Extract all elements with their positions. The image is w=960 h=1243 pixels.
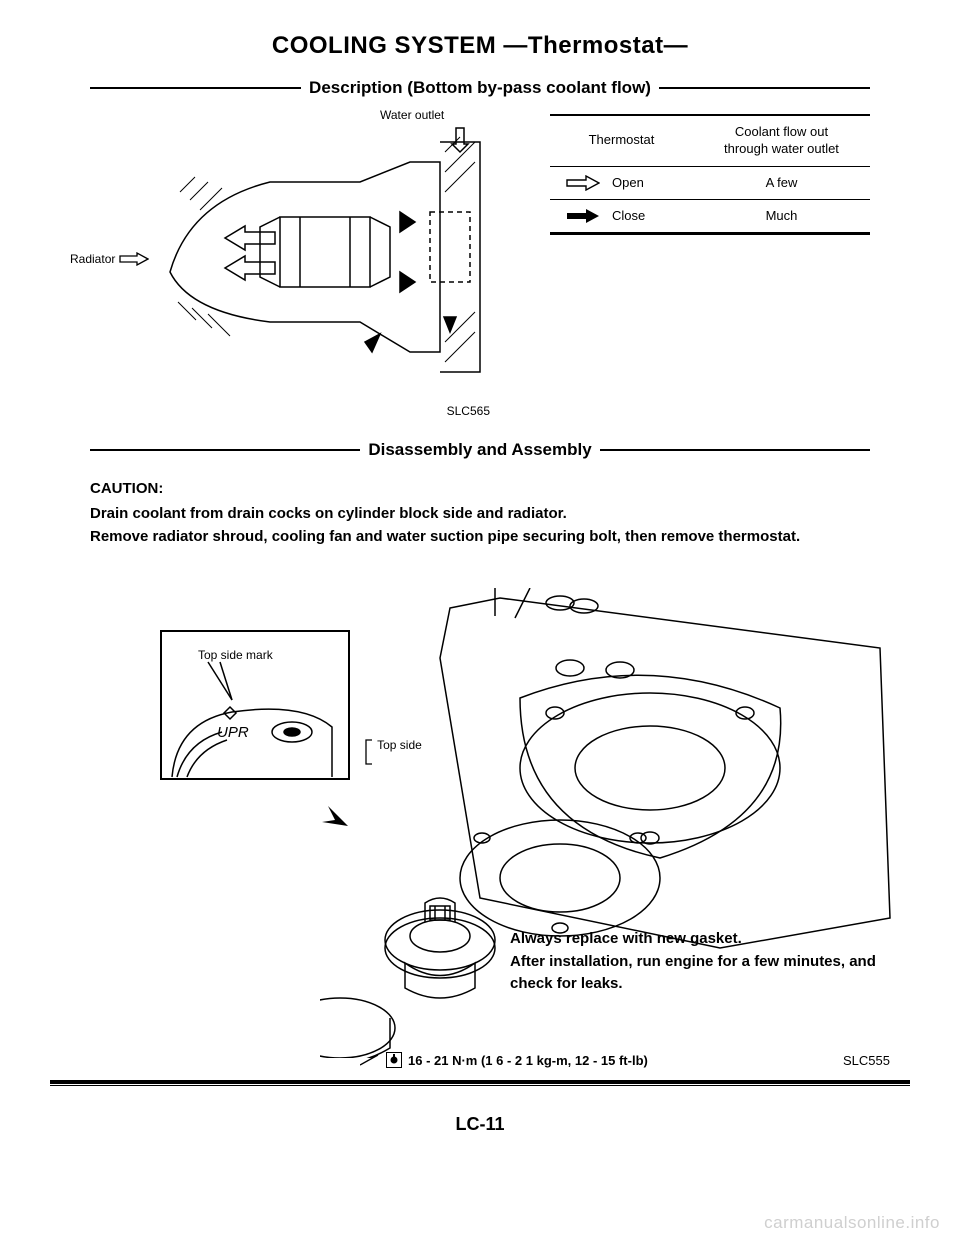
close-label: Close — [612, 208, 645, 223]
caution-title: CAUTION: — [90, 480, 870, 497]
section2-header-row: Disassembly and Assembly — [90, 440, 870, 460]
caution-line1: Drain coolant from drain cocks on cylind… — [90, 503, 870, 526]
watermark: carmanualsonline.info — [764, 1213, 940, 1233]
section1-header-row: Description (Bottom by-pass coolant flow… — [90, 78, 870, 98]
gasket-line1: Always replace with new gasket. — [510, 928, 910, 951]
rule-left-2 — [90, 449, 360, 451]
bottom-rule — [50, 1080, 910, 1086]
thermostat-schematic-icon — [130, 122, 500, 402]
leader-line-icon — [360, 1053, 380, 1067]
caution-block: CAUTION: Drain coolant from drain cocks … — [90, 480, 870, 548]
row-close: Close — [550, 199, 693, 233]
torque-spec: 16 - 21 N·m (1 6 - 2 1 kg-m, 12 - 15 ft-… — [360, 1052, 648, 1068]
row-open: Open — [550, 166, 693, 199]
open-label: Open — [612, 175, 644, 190]
page-number: LC-11 — [0, 1114, 960, 1135]
water-outlet-label: Water outlet — [380, 108, 444, 122]
gasket-line2: After installation, run engine for a few… — [510, 951, 910, 996]
section2-header: Disassembly and Assembly — [360, 440, 599, 460]
close-flow: Much — [693, 199, 870, 233]
thermostat-flow-diagram: Water outlet Radiator SLC565 — [70, 108, 510, 418]
gasket-note: Always replace with new gasket. After in… — [510, 928, 910, 996]
rule-right — [659, 87, 870, 89]
upr-text: UPR — [217, 724, 249, 741]
radiator-text: Radiator — [70, 252, 115, 266]
diagram-code: SLC565 — [447, 404, 490, 418]
rule-right-2 — [600, 449, 870, 451]
flow-table: Thermostat Coolant flow out through wate… — [550, 114, 870, 235]
torque-value: 16 - 21 N·m (1 6 - 2 1 kg-m, 12 - 15 ft-… — [408, 1053, 648, 1068]
rule-left — [90, 87, 301, 89]
th-line1: Coolant flow out — [735, 124, 828, 139]
section1-header: Description (Bottom by-pass coolant flow… — [301, 78, 659, 98]
table-header-flow: Coolant flow out through water outlet — [693, 115, 870, 166]
diagram2-code: SLC555 — [843, 1053, 890, 1068]
caution-line2: Remove radiator shroud, cooling fan and … — [90, 526, 870, 549]
open-arrow-icon — [566, 175, 600, 191]
description-area: Water outlet Radiator SLC565 — [70, 108, 870, 418]
th-line2: through water outlet — [724, 141, 839, 156]
table-header-thermostat: Thermostat — [550, 115, 693, 166]
open-flow: A few — [693, 166, 870, 199]
page-title: COOLING SYSTEM —Thermostat— — [0, 0, 960, 60]
torque-icon — [386, 1052, 402, 1068]
assembly-diagram: Top side mark UPR — [60, 588, 910, 1068]
flow-table-container: Thermostat Coolant flow out through wate… — [510, 108, 870, 418]
solid-arrow-icon — [566, 208, 600, 224]
